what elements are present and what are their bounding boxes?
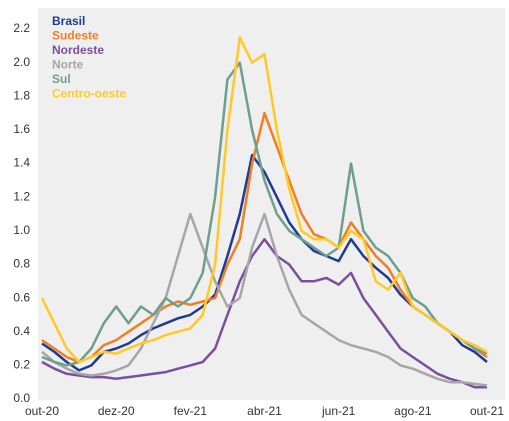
series-line <box>41 61 488 367</box>
y-tick-label: 1.0 <box>13 223 30 237</box>
legend-entry: Sul <box>52 72 71 86</box>
series-line <box>40 36 488 364</box>
y-tick-label: 2.2 <box>13 21 30 35</box>
x-tick-label: abr-21 <box>247 404 282 418</box>
x-tick-label: jun-21 <box>321 404 356 418</box>
y-tick-label: 1.4 <box>13 156 30 170</box>
x-tick-label: ago-21 <box>394 404 432 418</box>
y-tick-label: 1.2 <box>13 189 30 203</box>
legend-entry: Centro-oeste <box>52 87 126 101</box>
legend-entry: Brasil <box>52 14 85 28</box>
x-tick-label: out-21 <box>470 404 504 418</box>
y-tick-label: 0.4 <box>13 324 30 338</box>
y-tick-label: 1.6 <box>13 122 30 136</box>
plot-area <box>38 8 505 400</box>
y-tick-label: 0.2 <box>13 358 30 372</box>
legend-entry: Nordeste <box>52 43 104 57</box>
x-tick-label: fev-21 <box>174 404 208 418</box>
series-line <box>41 237 487 389</box>
series-line <box>41 212 488 387</box>
y-tick-label: 2.0 <box>13 55 30 69</box>
x-tick-label: dez-20 <box>98 404 135 418</box>
x-tick-label: out-20 <box>25 404 59 418</box>
y-tick-label: 0.8 <box>13 257 30 271</box>
y-tick-label: 0.0 <box>13 391 30 405</box>
legend-entry: Norte <box>52 58 84 72</box>
legend-entry: Sudeste <box>52 29 99 43</box>
y-tick-label: 0.6 <box>13 290 30 304</box>
y-tick-label: 1.8 <box>13 88 30 102</box>
